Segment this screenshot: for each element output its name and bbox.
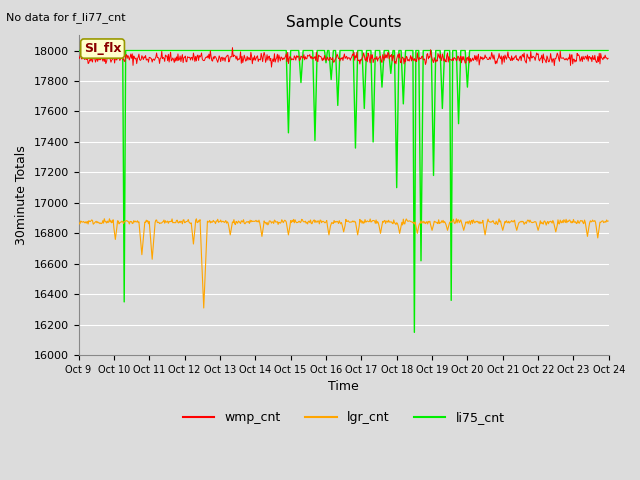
Text: No data for f_li77_cnt: No data for f_li77_cnt [6,12,126,23]
Y-axis label: 30minute Totals: 30minute Totals [15,145,28,245]
Text: SI_flx: SI_flx [84,42,122,55]
X-axis label: Time: Time [328,381,359,394]
Legend: wmp_cnt, lgr_cnt, li75_cnt: wmp_cnt, lgr_cnt, li75_cnt [178,406,509,429]
Title: Sample Counts: Sample Counts [286,15,401,30]
